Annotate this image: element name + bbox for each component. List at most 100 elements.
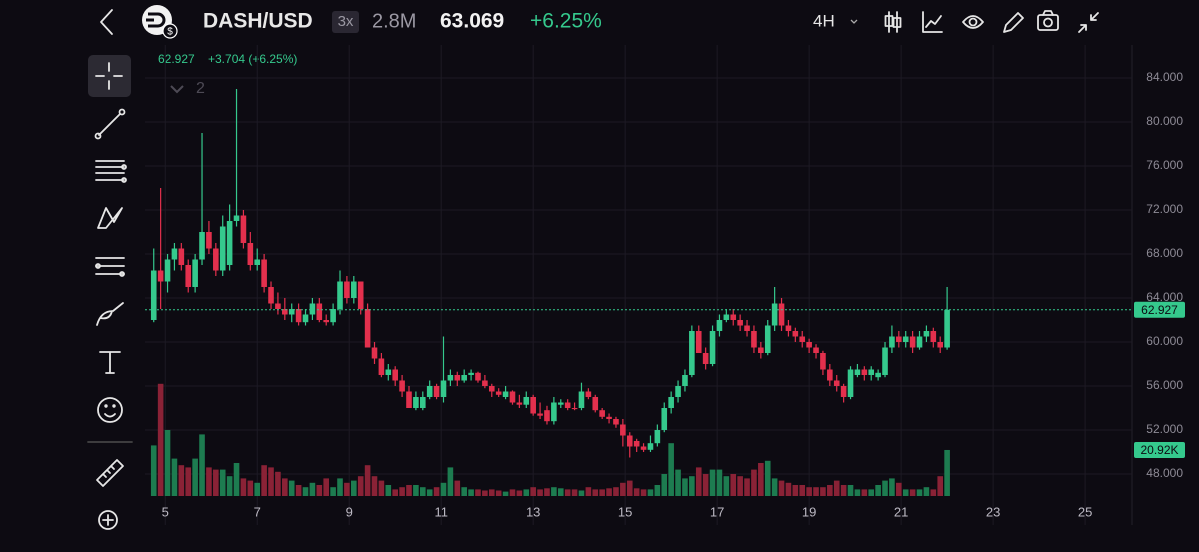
y-tick-label: 64.000	[1146, 290, 1183, 304]
last-volume-label: 20.92K	[1140, 443, 1178, 457]
crosshair-icon[interactable]	[95, 62, 123, 90]
volume-bar	[330, 487, 336, 496]
candle-body	[406, 391, 412, 408]
candle-body	[840, 386, 847, 397]
volume-bar	[820, 487, 826, 496]
volume-bar	[254, 482, 261, 496]
candle-body	[461, 375, 467, 381]
volume-bar	[185, 467, 192, 496]
candle-body	[578, 391, 585, 408]
volume-bar	[171, 458, 178, 496]
volume-bar	[668, 443, 674, 496]
candle-body	[337, 281, 343, 309]
volume-bar	[406, 485, 412, 496]
candle-body	[730, 314, 737, 320]
volume-bar	[578, 490, 585, 496]
volume-bar	[682, 478, 688, 496]
volume-bar	[854, 489, 861, 496]
x-tick-label: 11	[434, 504, 448, 519]
y-tick-label: 56.000	[1146, 378, 1183, 392]
indicator-icon[interactable]	[922, 11, 943, 33]
candle-body	[275, 303, 281, 309]
fib-icon[interactable]	[95, 160, 125, 181]
volume-bar	[199, 434, 205, 496]
volume-bar	[378, 480, 385, 496]
x-tick-label: 21	[894, 504, 908, 519]
candle-body	[399, 380, 405, 392]
candle-body	[709, 331, 716, 364]
volume-bar	[475, 489, 481, 496]
interval[interactable]: 4H	[813, 11, 835, 30]
candle-body	[654, 430, 661, 444]
volume-bar	[675, 469, 681, 496]
volume-bar	[557, 488, 564, 496]
y-tick-label: 68.000	[1146, 246, 1183, 260]
volume-bar	[337, 478, 343, 496]
candle-body	[282, 309, 288, 315]
candle-body	[378, 358, 385, 375]
candle-body	[309, 303, 316, 315]
volume-bar	[937, 476, 944, 496]
volume-bar	[861, 489, 868, 496]
volume-bar	[226, 476, 233, 496]
candle-body	[937, 342, 944, 348]
edit-icon[interactable]	[1003, 12, 1024, 33]
volume-bar	[896, 482, 902, 496]
emoji-icon[interactable]	[97, 397, 123, 423]
volume-bar	[344, 482, 350, 496]
candle-body	[357, 281, 364, 309]
volume-bar	[316, 485, 323, 496]
candle-body	[668, 397, 674, 408]
volume-bar	[247, 480, 254, 496]
volume-bar	[233, 463, 240, 496]
eye-icon[interactable]	[962, 15, 984, 29]
volume-bar	[599, 489, 605, 496]
candle-body	[626, 435, 633, 447]
candle-body	[537, 413, 543, 416]
collapse-icon[interactable]	[1078, 12, 1099, 33]
last-price-label: 62.927	[1141, 303, 1178, 317]
trendline-icon[interactable]	[98, 113, 121, 136]
volume-bar	[399, 487, 405, 496]
candle-body	[564, 402, 571, 408]
volume-bar	[585, 487, 592, 496]
brush-icon[interactable]	[96, 302, 124, 326]
candle-body	[171, 248, 178, 260]
volume-bar	[661, 474, 668, 496]
indicator-chevron[interactable]	[170, 85, 184, 94]
crosshair-tool-bg[interactable]	[88, 55, 131, 97]
candle-body	[833, 380, 840, 386]
info-change: +3.704 (+6.25%)	[208, 52, 297, 66]
candle-body	[923, 331, 930, 337]
camera-icon[interactable]	[1037, 10, 1059, 31]
info-price: 62.927	[158, 52, 195, 66]
candle-body	[882, 347, 888, 375]
candle-type-icon[interactable]	[884, 11, 902, 33]
indicator-count[interactable]: 2	[196, 80, 205, 97]
candle-body	[889, 336, 895, 348]
volume-bar	[564, 489, 571, 496]
volume-bar	[440, 482, 447, 496]
more-icon[interactable]	[98, 510, 118, 530]
candle-body	[413, 397, 419, 408]
interval-chevron[interactable]	[850, 19, 858, 24]
pattern-icon[interactable]	[97, 207, 123, 229]
candle-body	[551, 402, 557, 422]
leverage-badge	[332, 11, 359, 33]
candle-body	[302, 314, 309, 323]
candle-body	[213, 248, 219, 271]
candle-body	[233, 215, 240, 221]
volume-bar	[640, 489, 647, 496]
candle-body	[206, 232, 212, 249]
candle-body	[157, 270, 164, 282]
back-button[interactable]	[100, 9, 113, 35]
volume-bar	[433, 487, 440, 496]
toolbar-icons	[87, 62, 133, 530]
volume-bar	[799, 485, 806, 496]
text-icon[interactable]	[99, 351, 121, 374]
candle-body	[854, 369, 861, 375]
ruler-icon[interactable]	[96, 459, 124, 487]
pair[interactable]: DASH/USD	[203, 10, 313, 33]
volume-bar	[164, 430, 171, 496]
volume-bar	[516, 490, 523, 496]
